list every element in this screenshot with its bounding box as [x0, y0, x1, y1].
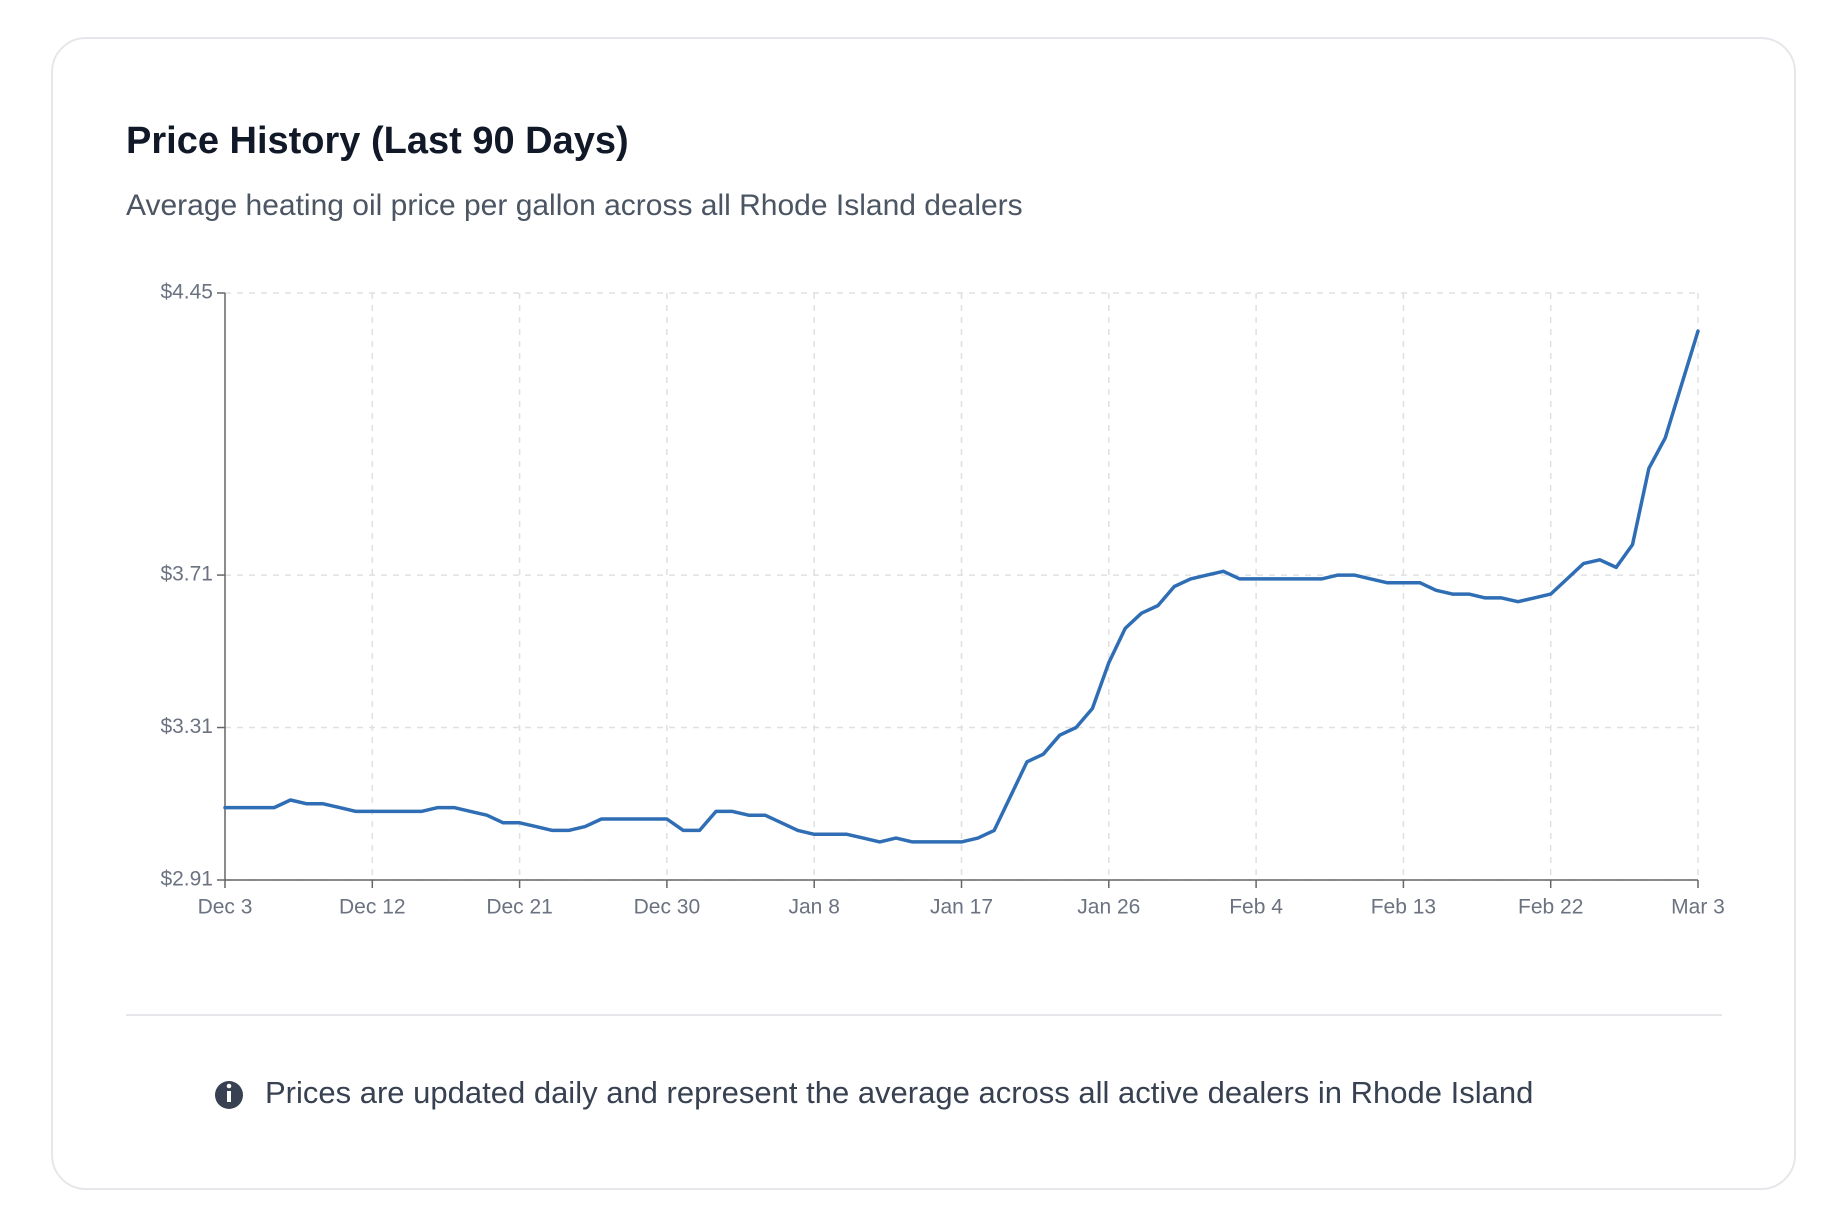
- x-tick-label: Dec 3: [198, 896, 253, 919]
- y-tick-label: $3.31: [160, 715, 213, 738]
- card: [51, 37, 1796, 1190]
- info-icon: [215, 1081, 243, 1109]
- x-tick-label: Jan 17: [930, 896, 993, 919]
- x-tick-label: Feb 4: [1229, 896, 1283, 919]
- x-tick-label: Dec 30: [634, 896, 701, 919]
- chart-subtitle: Average heating oil price per gallon acr…: [126, 189, 1023, 222]
- y-tick-label: $3.71: [160, 563, 213, 586]
- x-tick-label: Feb 22: [1518, 896, 1583, 919]
- y-tick-label: $2.91: [160, 868, 213, 891]
- x-tick-label: Dec 21: [486, 896, 553, 919]
- x-tick-label: Feb 13: [1371, 896, 1436, 919]
- chart-title: Price History (Last 90 Days): [126, 120, 629, 162]
- x-tick-label: Dec 12: [339, 896, 406, 919]
- x-tick-label: Jan 26: [1077, 896, 1140, 919]
- y-tick-label: $4.45: [160, 281, 213, 304]
- price-line: [223, 329, 1700, 844]
- plot: $2.91 $3.31 $3.71 $4.45 Dec 3 Dec 12 Dec 21 Dec…: [160, 281, 1724, 919]
- x-tick-label: Mar 3: [1671, 896, 1725, 919]
- x-tick-label: Jan 8: [789, 896, 840, 919]
- footer-note: Prices are updated daily and represent t…: [265, 1075, 1533, 1110]
